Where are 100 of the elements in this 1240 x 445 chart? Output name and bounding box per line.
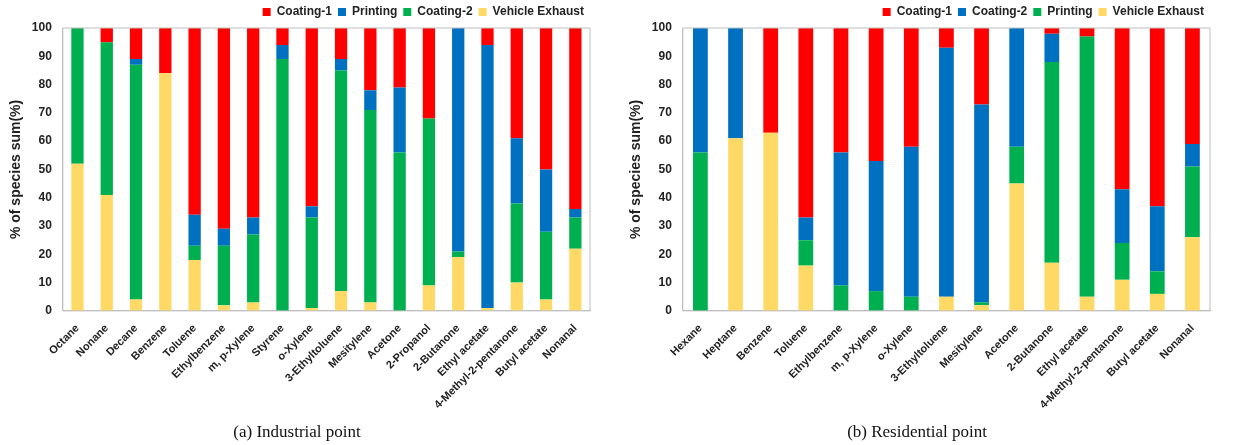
bar	[364, 302, 377, 311]
y-tick-label: 70	[38, 105, 53, 120]
bar	[1185, 143, 1200, 167]
text: (b) Residential point	[847, 422, 988, 442]
y-tick-label: 60	[658, 133, 673, 148]
bar	[452, 28, 465, 252]
bar	[276, 28, 289, 45]
bar	[276, 44, 289, 60]
bar	[334, 291, 348, 311]
bar	[1009, 28, 1025, 147]
bar	[798, 265, 814, 311]
bar	[217, 228, 231, 246]
bar	[763, 28, 779, 133]
y-axis-title: % of species sum(%)	[7, 99, 24, 240]
bar	[247, 302, 260, 311]
legend-label: Coating-2	[417, 4, 473, 19]
bar	[452, 257, 465, 311]
bar	[305, 206, 318, 218]
bar	[510, 203, 523, 283]
bar	[1114, 242, 1130, 280]
bar	[1114, 279, 1130, 311]
bar	[1079, 36, 1095, 297]
bar	[728, 138, 743, 311]
bar	[903, 28, 919, 147]
bar	[393, 87, 406, 153]
bar	[833, 152, 849, 286]
legend-label: Coating-2	[971, 4, 1028, 19]
bar	[188, 214, 201, 246]
bar	[481, 44, 494, 309]
bar	[452, 251, 465, 258]
bar	[1009, 183, 1025, 311]
y-tick-label: 60	[38, 133, 53, 148]
bar	[510, 282, 523, 311]
legend-label: Coating-1	[276, 4, 333, 19]
bar	[903, 296, 919, 311]
bar	[539, 231, 553, 300]
text: (a) Industrial point	[233, 422, 362, 442]
bar	[1044, 33, 1060, 62]
bar	[422, 118, 436, 286]
bar	[1009, 146, 1025, 184]
bar	[100, 28, 113, 43]
bar	[939, 28, 954, 48]
bar	[100, 42, 113, 195]
y-tick-label: 40	[658, 190, 673, 205]
bar	[71, 163, 84, 311]
y-tick-label: 100	[31, 20, 53, 35]
bar	[868, 291, 884, 311]
bar	[569, 248, 582, 311]
bar	[1185, 166, 1200, 238]
bar	[1149, 271, 1165, 294]
bar	[1149, 206, 1165, 272]
bar	[1185, 28, 1200, 144]
legend-label: Vehicle Exhaust	[1112, 4, 1205, 19]
bar	[1044, 61, 1060, 263]
y-tick-label: 0	[45, 303, 53, 318]
bar	[364, 110, 377, 303]
bar	[159, 73, 172, 311]
bar	[798, 28, 814, 218]
bar	[71, 28, 84, 164]
bar	[129, 59, 143, 65]
y-tick-label: 90	[38, 48, 53, 63]
bar	[728, 28, 743, 139]
bar	[481, 28, 494, 45]
y-tick-label: 100	[651, 20, 673, 35]
bar	[903, 146, 919, 297]
y-tick-label: 80	[38, 76, 53, 91]
bar	[334, 28, 348, 60]
bar	[833, 28, 849, 153]
bar	[1044, 262, 1060, 311]
bar	[422, 28, 436, 119]
bar	[159, 28, 172, 74]
y-tick-label: 10	[38, 274, 53, 289]
bar	[393, 152, 406, 311]
bar	[364, 90, 377, 111]
bar	[1149, 28, 1165, 207]
bar	[422, 285, 436, 311]
bar	[247, 28, 260, 218]
bar	[100, 194, 113, 311]
y-tick-label: 80	[658, 76, 673, 91]
legend-label: Printing	[351, 4, 398, 19]
bar	[188, 259, 201, 311]
y-tick-label: 90	[658, 48, 673, 63]
bar	[305, 217, 318, 309]
bar	[1149, 293, 1165, 311]
bar	[305, 28, 318, 207]
bar	[868, 28, 884, 161]
y-tick-label: 20	[658, 246, 673, 261]
bar	[217, 28, 231, 229]
bar	[569, 28, 582, 210]
bar	[539, 169, 553, 232]
y-tick-label: 0	[665, 303, 673, 318]
bar	[693, 28, 708, 153]
bar	[188, 245, 201, 260]
legend-label: Vehicle Exhaust	[492, 4, 585, 19]
bar	[276, 59, 289, 311]
bar	[939, 296, 954, 311]
y-tick-label: 50	[38, 161, 53, 176]
bar	[1185, 237, 1200, 311]
y-tick-label: 20	[38, 246, 53, 261]
bar	[868, 160, 884, 292]
